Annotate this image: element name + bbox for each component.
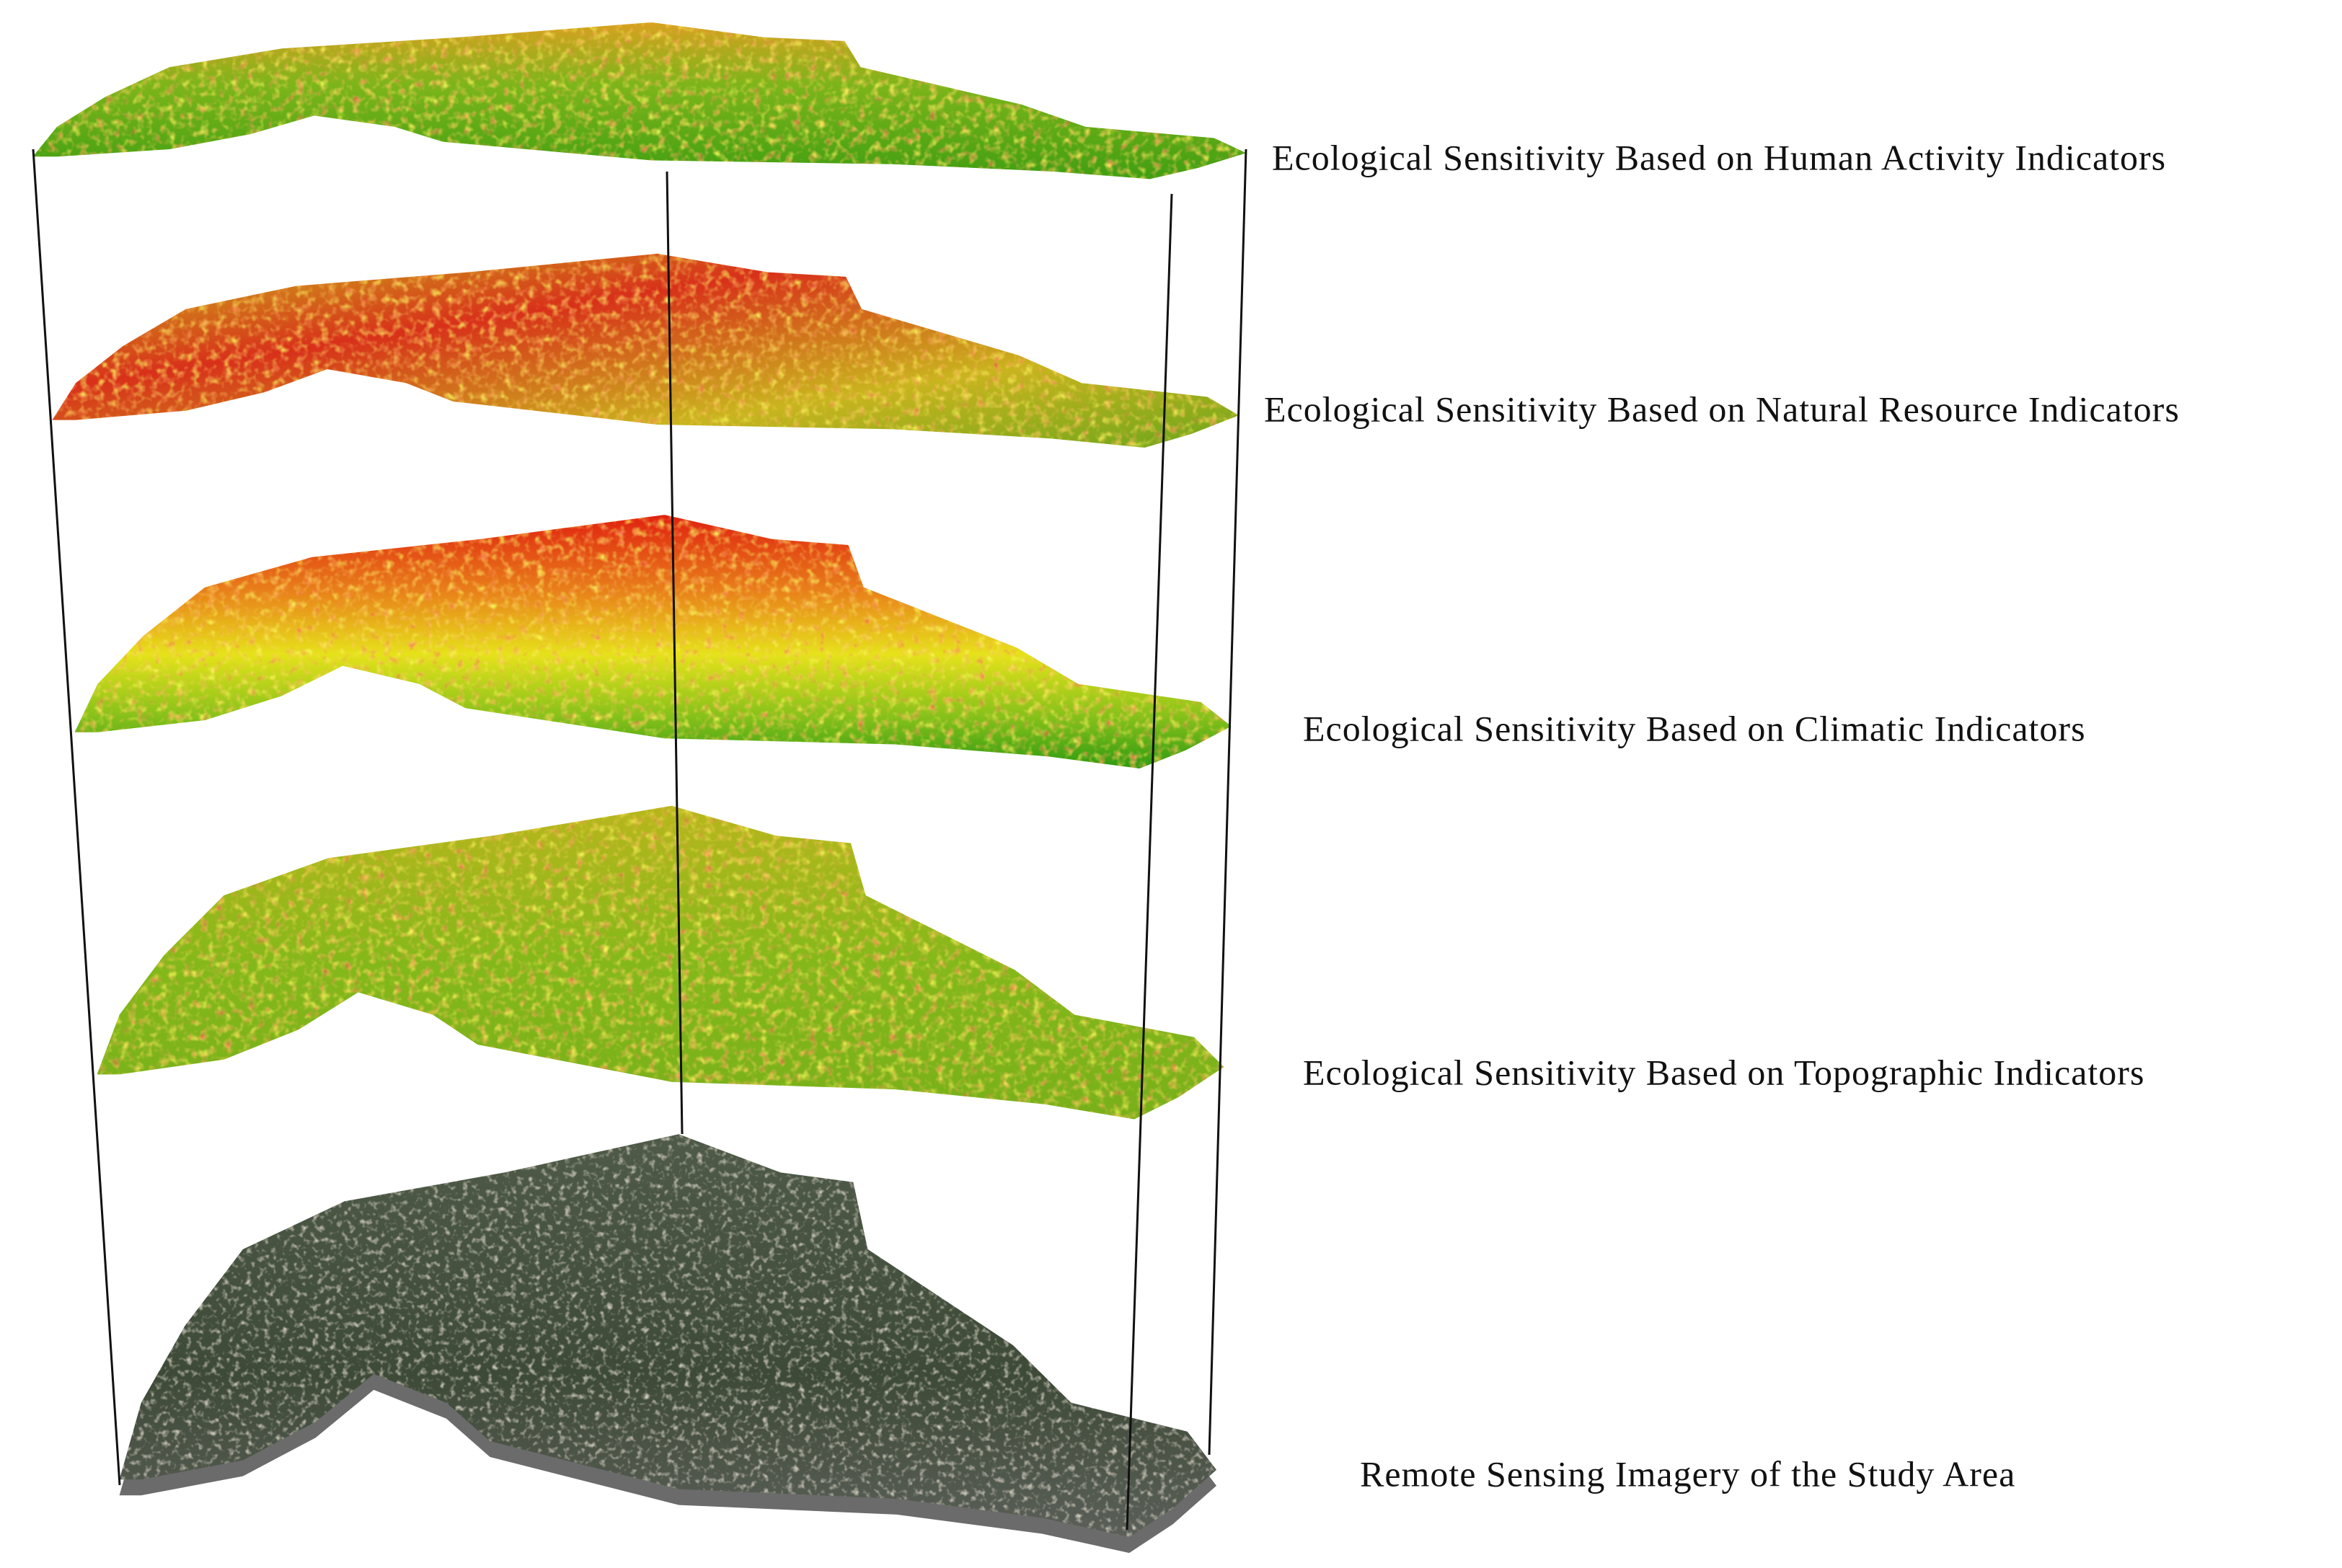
map-texture — [32, 22, 1247, 180]
frame-line — [1208, 149, 1247, 1456]
layer-label: Remote Sensing Imagery of the Study Area — [1360, 1453, 2015, 1494]
map-texture — [119, 1134, 1217, 1538]
map-texture — [52, 253, 1240, 448]
map-texture — [74, 515, 1232, 769]
layer-label: Ecological Sensitivity Based on Topograp… — [1303, 1052, 2144, 1092]
layers — [32, 22, 1247, 1554]
frame-line — [32, 149, 121, 1486]
frame-line — [666, 171, 684, 1135]
layer-label: Ecological Sensitivity Based on Natural … — [1264, 389, 2180, 429]
frame-lines — [32, 149, 1247, 1531]
layer-label: Ecological Sensitivity Based on Climatic… — [1303, 708, 2086, 748]
frame-line — [1126, 193, 1173, 1531]
map-texture — [97, 805, 1224, 1120]
layer-label: Ecological Sensitivity Based on Human Ac… — [1272, 137, 2166, 177]
